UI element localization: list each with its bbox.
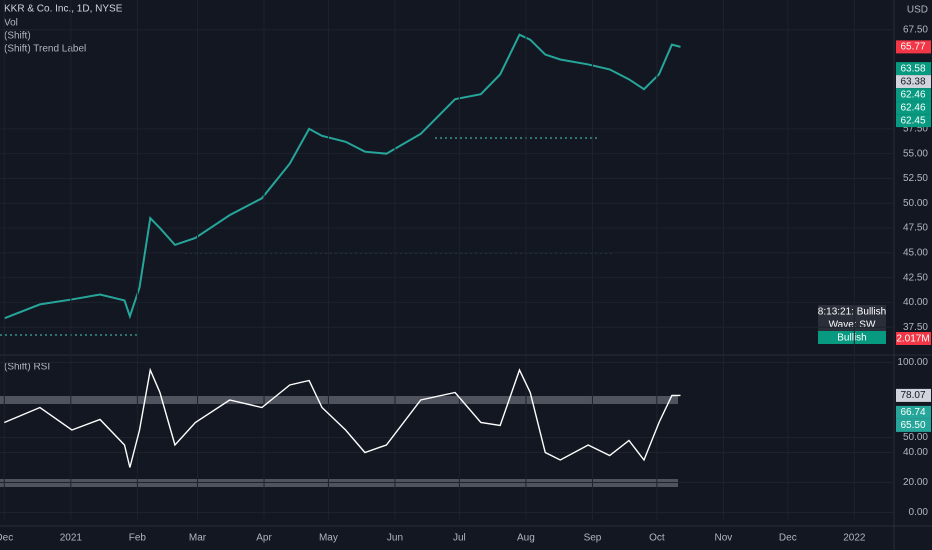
x-tick-label: Sep	[584, 533, 602, 544]
x-tick-label: Jul	[453, 533, 466, 544]
y-tick-label: 47.50	[903, 223, 928, 234]
indicator-label: (Shift)	[4, 31, 31, 42]
x-tick-label: Nov	[715, 533, 733, 544]
price-label-box	[896, 62, 931, 76]
x-tick-label: Jun	[387, 533, 403, 544]
volume-label: 2.017M	[896, 334, 929, 345]
price-label: 65.50	[900, 420, 925, 431]
x-tick-label: Apr	[256, 533, 272, 544]
price-label: 62.46	[900, 102, 925, 113]
y-tick-label: 0.00	[909, 507, 929, 518]
price-label: 78.07	[900, 390, 925, 401]
trend-box-row	[818, 305, 886, 318]
symbol-title: KKR & Co. Inc., 1D, NYSE	[4, 4, 123, 15]
rsi-upper-band	[0, 396, 678, 404]
x-tick-label: Feb	[129, 533, 147, 544]
x-tick-label: Dec	[0, 533, 13, 544]
price-label-box	[896, 114, 931, 128]
price-label-box	[896, 40, 931, 54]
y-tick-label: 100.00	[897, 357, 928, 368]
y-tick-label: 42.50	[903, 272, 928, 283]
x-tick-label: Oct	[649, 533, 665, 544]
price-label: 65.77	[900, 42, 925, 53]
series-line	[3, 33, 681, 320]
x-tick-label: 2021	[60, 533, 83, 544]
trend-box-text: 8:13:21: Bullish	[818, 307, 886, 318]
currency-label: USD	[907, 5, 928, 16]
y-tick-label: 52.50	[903, 173, 928, 184]
indicator-label: (Shift) Trend Label	[4, 44, 86, 55]
y-tick-label: 50.00	[903, 198, 928, 209]
y-tick-label: 40.00	[903, 297, 928, 308]
series-line	[4, 367, 681, 468]
price-label-box	[896, 75, 931, 89]
price-label: 62.46	[900, 89, 925, 100]
rsi-title: (Shift) RSI	[4, 362, 50, 373]
trend-box-row	[818, 331, 886, 344]
y-tick-label: 57.50	[903, 124, 928, 135]
price-label-box	[896, 101, 931, 115]
price-label: 63.58	[900, 63, 925, 74]
x-tick-label: May	[319, 533, 338, 544]
x-tick-label: 2022	[843, 533, 866, 544]
price-label: 63.38	[900, 76, 925, 87]
price-label: 66.74	[900, 407, 925, 418]
y-tick-label: 67.50	[903, 24, 928, 35]
price-label-box	[896, 418, 931, 432]
y-tick-label: 40.00	[903, 447, 928, 458]
x-tick-label: Mar	[189, 533, 207, 544]
price-label-box	[896, 388, 931, 402]
price-label-box	[896, 88, 931, 102]
y-tick-label: 20.00	[903, 477, 928, 488]
trend-box-text: Wave: SW	[829, 320, 876, 331]
y-tick-label: 55.00	[903, 148, 928, 159]
y-tick-label: 50.00	[903, 432, 928, 443]
price-label: 62.45	[900, 115, 925, 126]
indicator-label: Vol	[4, 18, 18, 29]
trend-box-row	[818, 318, 886, 331]
x-tick-label: Aug	[517, 533, 535, 544]
volume-label-box	[896, 332, 931, 345]
price-label-box	[896, 405, 931, 419]
y-tick-label: 37.50	[903, 322, 928, 333]
trend-box-text: Bullish	[837, 333, 866, 344]
y-tick-label: 45.00	[903, 247, 928, 258]
x-tick-label: Dec	[779, 533, 797, 544]
